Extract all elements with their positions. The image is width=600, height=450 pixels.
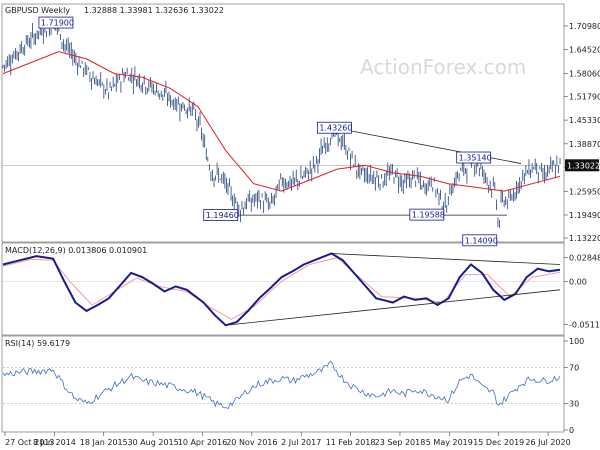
price-tick-label: 1.19490 (569, 211, 600, 220)
watermark: ActionForex.com (360, 55, 526, 79)
price-tick-label: 1.51790 (569, 92, 600, 101)
rsi-tick-label: 70 (569, 364, 579, 373)
rsi-pane (1, 335, 565, 433)
price-annotation-label: 1.19588 (412, 211, 445, 220)
x-tick-label: 20 Nov 2016 (226, 438, 277, 447)
price-annotation-label: 1.14090 (465, 236, 498, 245)
x-tick-label: 23 Sep 2018 (375, 438, 426, 447)
x-tick-label: 11 Feb 2018 (326, 438, 376, 447)
x-tick-label: 15 Dec 2019 (473, 438, 524, 447)
macd-tick-label: 0.00 (569, 277, 587, 286)
price-layer: 1.71900 1.43260 1.35140 1.19460 1.19588 1.140… (2, 16, 561, 247)
price-annotation-box (203, 209, 239, 221)
price-tick-label: 1.38870 (569, 140, 600, 149)
price-tick-label: 1.58060 (569, 69, 600, 78)
macd-label: MACD(12,26,9) 0.013806 0.010901 (5, 246, 147, 255)
price-annotation-label: 1.35140 (459, 154, 492, 163)
x-tick-label: 27 Oct 2013 (5, 438, 54, 447)
x-tick-label: 8 Jun 2014 (33, 438, 76, 447)
rsi-tick-label: 30 (569, 399, 579, 408)
macd-trendline (331, 253, 561, 265)
price-annotation-box (409, 208, 445, 221)
price-pane (1, 3, 565, 243)
price-annotation-label: 1.19460 (206, 211, 239, 220)
macd-tick-label: -0.051125 (569, 321, 600, 330)
last-price-label: 1.33022 (567, 161, 600, 170)
macd-trendline (225, 289, 561, 326)
rsi-label: RSI(14) 59.6179 (5, 339, 70, 348)
x-tick-label: 18 Jan 2015 (80, 438, 128, 447)
macd-signal-line (2, 257, 561, 320)
price-tick-label: 1.70980 (569, 22, 600, 31)
price-tick-label: 1.25950 (569, 187, 600, 196)
x-tick-label: 10 Apr 2016 (178, 438, 227, 447)
x-tick-label: 30 Aug 2015 (127, 438, 178, 447)
ohlc-readout: 1.32888 1.33981 1.32636 1.33022 (84, 6, 224, 15)
price-annotation-box (462, 234, 498, 247)
macd-layer (2, 252, 561, 327)
price-tick-label: 1.45330 (569, 116, 600, 125)
price-annotation-box (317, 121, 352, 134)
price-tick-label: 1.64520 (569, 46, 600, 55)
x-tick-label: 5 May 2019 (426, 438, 473, 447)
chart-title: GBPUSD Weekly (5, 6, 70, 15)
macd-line (2, 252, 561, 327)
x-tick-label: 26 Jul 2020 (525, 438, 570, 447)
price-tick-label: 1.13220 (569, 234, 600, 243)
rsi-tick-label: 0 (569, 426, 574, 435)
price-annotation-label: 1.71900 (41, 19, 74, 28)
moving-average-line (2, 51, 561, 192)
price-annotation-label: 1.43260 (319, 124, 352, 133)
macd-tick-label: 0.028489 (569, 253, 600, 262)
axis-layer: 1.70980 1.64520 1.58060 1.51790 1.45330 1.388… (4, 22, 600, 447)
price-annotation-box (38, 16, 74, 29)
rsi-tick-label: 100 (569, 337, 584, 346)
rsi-line (2, 360, 561, 410)
last-price-tag (565, 159, 599, 172)
x-tick-label: 2 Jul 2017 (281, 438, 321, 447)
rsi-layer (2, 360, 561, 410)
price-annotation-box (456, 151, 492, 164)
macd-pane (1, 242, 565, 336)
